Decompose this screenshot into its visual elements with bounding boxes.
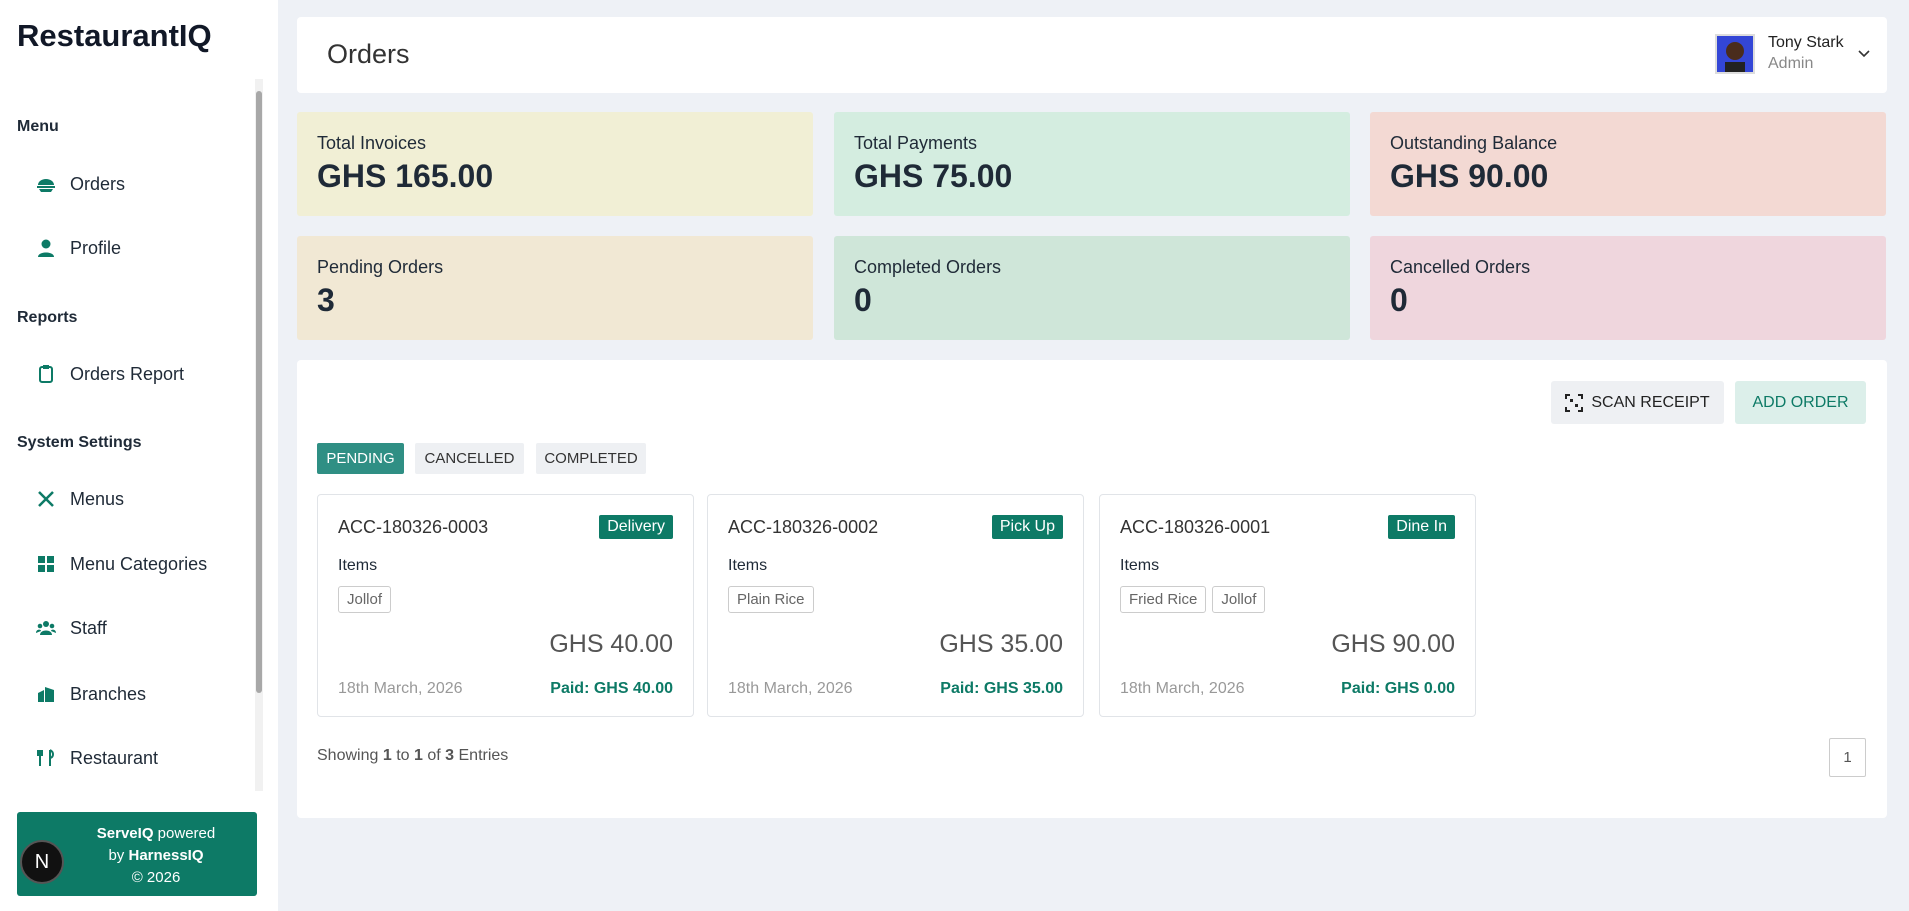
- add-button[interactable]: ADD ORDER: [1735, 381, 1866, 424]
- stat-card: Outstanding Balance GHS 90.00: [1370, 112, 1886, 216]
- scan-button[interactable]: SCAN RECEIPT: [1551, 381, 1724, 424]
- order-date: 18th March, 2026: [728, 680, 853, 697]
- nav-item[interactable]: Orders Report: [36, 359, 184, 389]
- avatar[interactable]: [1715, 34, 1755, 74]
- stat-card: Cancelled Orders 0: [1370, 236, 1886, 340]
- tab[interactable]: COMPLETED: [536, 443, 646, 474]
- page-button[interactable]: 1: [1829, 738, 1866, 777]
- text: of: [427, 747, 441, 764]
- text: Entries: [458, 747, 509, 764]
- text: by: [108, 847, 125, 864]
- header: Orders Tony Stark Admin: [297, 17, 1887, 93]
- pagination-info: Showing 1 to 1 of 3 Entries: [317, 747, 508, 765]
- nav-label[interactable]: Orders: [70, 173, 126, 194]
- section-title: Reports: [17, 309, 78, 326]
- nav-label[interactable]: Menus: [70, 488, 125, 509]
- nav-label[interactable]: Staff: [70, 617, 107, 638]
- stat-value: 0: [854, 282, 872, 318]
- stat-value: GHS 90.00: [1390, 158, 1549, 194]
- scrollbar[interactable]: [255, 79, 263, 791]
- stat-card: Pending Orders 3: [297, 236, 813, 340]
- stat-label: Cancelled Orders: [1390, 257, 1531, 277]
- stat-card: Completed Orders 0: [834, 236, 1350, 340]
- items: Jollof: [338, 586, 392, 613]
- section-title: System Settings: [17, 434, 142, 451]
- company: HarnessIQ: [128, 847, 204, 864]
- footer: ServeIQ powered by HarnessIQ © 2026 N: [17, 812, 257, 896]
- dropdown-icon[interactable]: [1857, 47, 1871, 61]
- order-paid: Paid: GHS 40.00: [550, 680, 673, 697]
- stat-label: Outstanding Balance: [1390, 133, 1558, 153]
- order-date: 18th March, 2026: [338, 680, 463, 697]
- user-name[interactable]: Tony Stark: [1768, 34, 1844, 51]
- order-paid: Paid: GHS 0.00: [1341, 680, 1455, 697]
- order-id: ACC-180326-0002: [728, 517, 879, 537]
- number: 3: [445, 747, 455, 764]
- order-type: Dine In: [1388, 515, 1455, 539]
- nav-label[interactable]: Branches: [70, 683, 147, 704]
- items-label: Items: [728, 557, 768, 574]
- page-title: Orders: [327, 39, 410, 69]
- items: Plain Rice: [728, 586, 814, 613]
- text: Showing: [317, 747, 379, 764]
- number: 1: [382, 747, 392, 764]
- sidebar: RestaurantIQ Menu Orders Profile Reports…: [0, 0, 278, 911]
- tab[interactable]: CANCELLED: [415, 443, 524, 474]
- order-total: GHS 90.00: [1331, 630, 1455, 658]
- nav-label[interactable]: Profile: [70, 237, 122, 258]
- nav-label[interactable]: Menu Categories: [70, 553, 208, 574]
- badge[interactable]: N: [20, 840, 64, 884]
- button-label[interactable]: SCAN RECEIPT: [1591, 393, 1710, 411]
- order-id: ACC-180326-0003: [338, 517, 489, 537]
- user-role: Admin: [1768, 55, 1814, 72]
- stat-card: Total Payments GHS 75.00: [834, 112, 1350, 216]
- item-chip: Fried Rice: [1120, 586, 1207, 613]
- brand: ServeIQ: [96, 825, 154, 842]
- order-paid: Paid: GHS 35.00: [940, 680, 1063, 697]
- nav-label[interactable]: Restaurant: [70, 747, 159, 768]
- stat-value: GHS 75.00: [854, 158, 1013, 194]
- logo: RestaurantIQ: [17, 18, 212, 53]
- order-id: ACC-180326-0001: [1120, 517, 1271, 537]
- order-card[interactable]: ACC-180326-0001 Dine In Items Fried Rice Jol…: [1099, 494, 1476, 717]
- nav-item[interactable]: Menu Categories: [36, 549, 207, 579]
- order-type: Delivery: [599, 515, 673, 539]
- nav-item[interactable]: Restaurant: [36, 743, 158, 773]
- order-card[interactable]: ACC-180326-0003 Delivery Items Jollof GHS 40…: [317, 494, 694, 717]
- nav-item[interactable]: Menus: [36, 484, 124, 514]
- number: 1: [413, 747, 423, 764]
- stat-card: Total Invoices GHS 165.00: [297, 112, 813, 216]
- section-title: Menu: [17, 118, 59, 135]
- items-label: Items: [338, 557, 378, 574]
- order-card[interactable]: ACC-180326-0002 Pick Up Items Plain Rice GHS…: [707, 494, 1084, 717]
- order-total: GHS 40.00: [549, 630, 673, 658]
- text: to: [396, 747, 410, 764]
- item-chip: Jollof: [338, 586, 392, 613]
- items-label: Items: [1120, 557, 1160, 574]
- order-type: Pick Up: [991, 515, 1063, 539]
- stat-label: Total Payments: [854, 133, 978, 153]
- tab[interactable]: PENDING: [317, 443, 404, 474]
- text: powered: [157, 825, 216, 842]
- nav-item[interactable]: Branches: [36, 679, 146, 709]
- order-date: 18th March, 2026: [1120, 680, 1245, 697]
- nav-item[interactable]: Profile: [36, 233, 121, 263]
- item-chip: Plain Rice: [728, 586, 814, 613]
- item-chip: Jollof: [1212, 586, 1266, 613]
- items: Fried Rice Jollof: [1120, 586, 1266, 613]
- stat-value: 3: [317, 282, 335, 318]
- nav-label[interactable]: Orders Report: [70, 363, 185, 384]
- copyright: © 2026: [131, 869, 181, 886]
- order-total: GHS 35.00: [939, 630, 1063, 658]
- stat-label: Total Invoices: [317, 133, 427, 153]
- stat-value: GHS 165.00: [317, 158, 494, 194]
- stat-label: Completed Orders: [854, 257, 1002, 277]
- stat-label: Pending Orders: [317, 257, 444, 277]
- stat-value: 0: [1390, 282, 1408, 318]
- nav-item[interactable]: Staff: [36, 613, 107, 643]
- nav-item[interactable]: Orders: [36, 169, 125, 199]
